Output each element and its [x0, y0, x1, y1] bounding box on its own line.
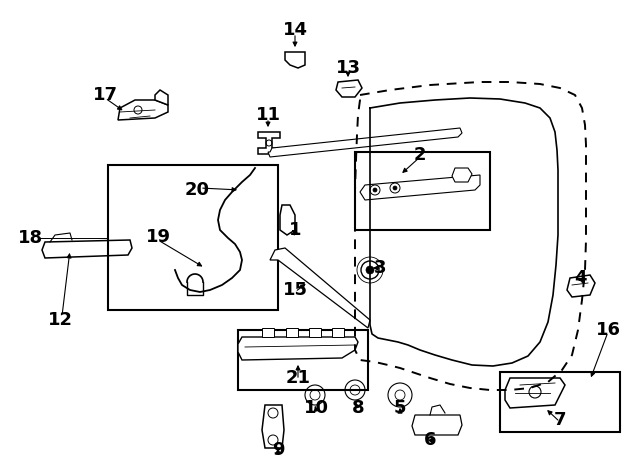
Text: 10: 10	[303, 399, 328, 417]
Text: 7: 7	[554, 411, 566, 429]
Text: 15: 15	[282, 281, 307, 299]
Polygon shape	[268, 128, 462, 157]
Polygon shape	[280, 205, 295, 235]
Polygon shape	[332, 328, 344, 337]
Text: 3: 3	[374, 259, 387, 277]
Bar	[500, 372, 620, 432]
Polygon shape	[238, 337, 358, 360]
Bar	[108, 165, 278, 310]
Bar	[238, 330, 368, 390]
Polygon shape	[412, 415, 462, 435]
Text: 1: 1	[289, 221, 301, 239]
Circle shape	[366, 266, 374, 274]
Text: 14: 14	[282, 21, 307, 39]
Text: 9: 9	[272, 441, 284, 459]
Polygon shape	[155, 90, 168, 105]
Text: 8: 8	[352, 399, 364, 417]
Polygon shape	[262, 328, 274, 337]
Polygon shape	[286, 328, 298, 337]
Text: 21: 21	[285, 369, 310, 387]
Text: 5: 5	[394, 399, 406, 417]
Polygon shape	[452, 168, 472, 182]
Polygon shape	[258, 132, 280, 154]
Polygon shape	[262, 405, 284, 448]
Text: 12: 12	[47, 311, 72, 329]
Text: 16: 16	[595, 321, 621, 339]
Text: 4: 4	[573, 269, 586, 287]
Text: 18: 18	[17, 229, 43, 247]
Text: 13: 13	[335, 59, 360, 77]
Text: 6: 6	[424, 431, 436, 449]
Polygon shape	[42, 240, 132, 258]
Polygon shape	[336, 80, 362, 97]
Text: 19: 19	[145, 228, 170, 246]
Polygon shape	[309, 328, 321, 337]
Text: 17: 17	[93, 86, 118, 104]
Polygon shape	[567, 275, 595, 297]
Polygon shape	[270, 248, 370, 328]
Circle shape	[393, 186, 397, 190]
Polygon shape	[118, 100, 168, 120]
Polygon shape	[285, 52, 305, 68]
Text: 2: 2	[413, 146, 426, 164]
Text: 11: 11	[255, 106, 280, 124]
Text: 20: 20	[184, 181, 209, 199]
Polygon shape	[505, 378, 565, 408]
Polygon shape	[360, 175, 480, 200]
Circle shape	[373, 188, 377, 192]
Bar	[355, 152, 490, 230]
